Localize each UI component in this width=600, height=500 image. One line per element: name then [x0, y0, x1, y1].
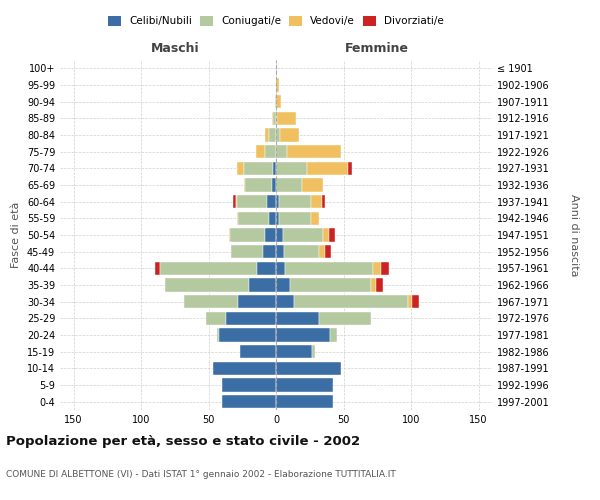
- Bar: [249, 278, 276, 291]
- Bar: [226, 312, 276, 325]
- Bar: [293, 295, 409, 308]
- Bar: [269, 128, 276, 141]
- Bar: [276, 78, 278, 92]
- Bar: [265, 128, 269, 141]
- Bar: [269, 212, 276, 225]
- Bar: [276, 128, 280, 141]
- Bar: [319, 312, 371, 325]
- Y-axis label: Fasce di età: Fasce di età: [11, 202, 21, 268]
- Bar: [155, 262, 160, 275]
- Bar: [272, 112, 274, 125]
- Bar: [166, 278, 249, 291]
- Bar: [287, 145, 341, 158]
- Bar: [184, 295, 238, 308]
- Bar: [230, 228, 265, 241]
- Bar: [276, 345, 313, 358]
- Bar: [237, 162, 244, 175]
- Bar: [276, 312, 319, 325]
- Bar: [382, 262, 389, 275]
- Bar: [160, 262, 257, 275]
- Bar: [276, 162, 307, 175]
- Bar: [276, 278, 290, 291]
- Bar: [276, 262, 286, 275]
- Bar: [323, 228, 329, 241]
- Bar: [276, 245, 284, 258]
- Y-axis label: Anni di nascita: Anni di nascita: [569, 194, 579, 276]
- Bar: [244, 162, 274, 175]
- Bar: [266, 195, 276, 208]
- Bar: [244, 178, 245, 192]
- Bar: [311, 212, 319, 225]
- Bar: [229, 228, 230, 241]
- Bar: [278, 212, 311, 225]
- Bar: [272, 178, 276, 192]
- Text: Popolazione per età, sesso e stato civile - 2002: Popolazione per età, sesso e stato civil…: [6, 435, 360, 448]
- Bar: [232, 245, 263, 258]
- Bar: [371, 278, 376, 291]
- Bar: [313, 345, 315, 358]
- Bar: [283, 228, 323, 241]
- Bar: [263, 245, 276, 258]
- Bar: [257, 262, 276, 275]
- Bar: [222, 395, 276, 408]
- Bar: [302, 178, 323, 192]
- Bar: [220, 328, 276, 342]
- Bar: [307, 162, 347, 175]
- Bar: [322, 195, 325, 208]
- Bar: [276, 362, 341, 375]
- Bar: [217, 328, 220, 342]
- Bar: [376, 278, 383, 291]
- Bar: [265, 145, 276, 158]
- Text: COMUNE DI ALBETTONE (VI) - Dati ISTAT 1° gennaio 2002 - Elaborazione TUTTITALIA.: COMUNE DI ALBETTONE (VI) - Dati ISTAT 1°…: [6, 470, 396, 479]
- Bar: [286, 262, 373, 275]
- Bar: [238, 295, 276, 308]
- Bar: [206, 312, 226, 325]
- Text: Maschi: Maschi: [151, 42, 199, 55]
- Bar: [284, 245, 319, 258]
- Bar: [237, 212, 238, 225]
- Bar: [239, 345, 276, 358]
- Bar: [278, 195, 311, 208]
- Bar: [408, 295, 412, 308]
- Bar: [277, 112, 296, 125]
- Bar: [276, 212, 278, 225]
- Bar: [238, 212, 269, 225]
- Bar: [237, 195, 266, 208]
- Bar: [256, 145, 265, 158]
- Text: Femmine: Femmine: [345, 42, 409, 55]
- Bar: [311, 195, 322, 208]
- Bar: [245, 178, 272, 192]
- Bar: [276, 378, 332, 392]
- Bar: [325, 245, 331, 258]
- Bar: [412, 295, 419, 308]
- Bar: [329, 228, 335, 241]
- Bar: [276, 145, 287, 158]
- Bar: [373, 262, 382, 275]
- Bar: [276, 395, 332, 408]
- Bar: [276, 195, 278, 208]
- Bar: [274, 112, 276, 125]
- Bar: [290, 278, 371, 291]
- Bar: [274, 162, 276, 175]
- Bar: [276, 295, 293, 308]
- Bar: [276, 228, 283, 241]
- Bar: [212, 362, 276, 375]
- Bar: [276, 328, 330, 342]
- Bar: [265, 228, 276, 241]
- Legend: Celibi/Nubili, Coniugati/e, Vedovi/e, Divorziati/e: Celibi/Nubili, Coniugati/e, Vedovi/e, Di…: [108, 16, 444, 26]
- Bar: [330, 328, 337, 342]
- Bar: [280, 128, 299, 141]
- Bar: [233, 195, 235, 208]
- Bar: [347, 162, 352, 175]
- Bar: [275, 95, 276, 108]
- Bar: [276, 95, 281, 108]
- Bar: [276, 112, 277, 125]
- Bar: [222, 378, 276, 392]
- Bar: [235, 195, 237, 208]
- Bar: [319, 245, 325, 258]
- Bar: [276, 178, 302, 192]
